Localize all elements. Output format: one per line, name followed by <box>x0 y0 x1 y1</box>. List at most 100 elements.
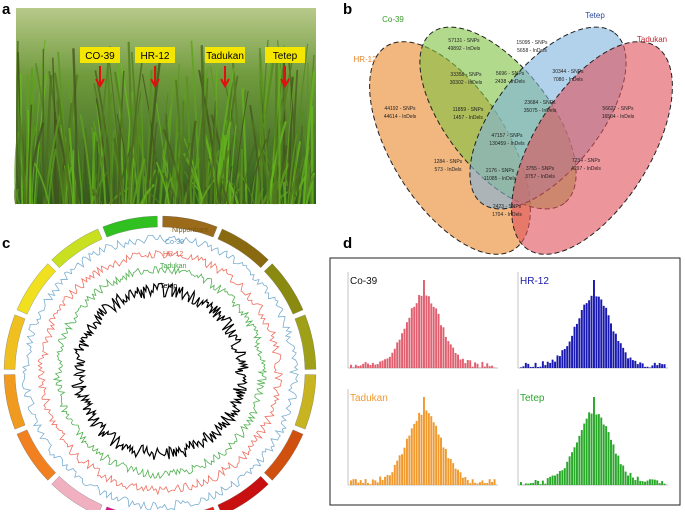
venn-region-text: 3757 - InDels <box>525 174 555 180</box>
histogram-bar <box>552 475 554 485</box>
histogram-bar <box>625 352 627 368</box>
histogram-bar <box>598 297 600 368</box>
venn-region-text: 47157 - SNPs <box>491 133 523 139</box>
histogram-bar <box>464 477 466 485</box>
histogram-bar <box>610 323 612 368</box>
histogram-bar <box>391 472 393 485</box>
histogram-bar <box>569 342 571 368</box>
histogram-bar <box>489 479 491 485</box>
track-label: HR-12 <box>163 251 183 258</box>
histogram-bar <box>554 362 556 368</box>
venn-region-text: 11085 - InDels <box>484 176 517 182</box>
histogram-bar <box>440 438 442 485</box>
histogram-bar <box>389 475 391 485</box>
histogram-bar <box>474 362 476 368</box>
histogram-title: Co-39 <box>350 276 378 287</box>
histogram-bar <box>406 322 408 368</box>
histogram-bar <box>416 421 418 485</box>
histogram-bar <box>617 341 619 368</box>
histogram-bar <box>595 296 597 368</box>
histogram-bar <box>489 366 491 368</box>
panel-label: d <box>343 235 352 252</box>
histogram-bar <box>654 480 656 485</box>
histogram-bar <box>632 360 634 368</box>
histogram-bar <box>520 482 522 485</box>
venn-region-text: 16504 - InDels <box>602 114 635 120</box>
histogram-bar <box>401 333 403 368</box>
histogram-bar <box>357 366 359 368</box>
histogram-bar <box>387 358 389 368</box>
histogram-bar <box>486 363 488 368</box>
histogram-bar <box>576 442 578 485</box>
histogram-bar <box>438 314 440 368</box>
histogram-bar <box>484 367 486 368</box>
histogram-bar <box>396 461 398 485</box>
histogram-bar <box>637 364 639 368</box>
histogram-bar <box>578 436 580 485</box>
histogram-bar <box>593 397 595 485</box>
histogram-bar <box>433 422 435 485</box>
histogram-bar <box>450 344 452 368</box>
histogram-bar <box>438 435 440 485</box>
histogram-bar <box>566 346 568 368</box>
histogram-bar <box>608 432 610 485</box>
histogram-bar <box>525 363 527 368</box>
histogram-bar <box>530 483 532 485</box>
histogram-bar <box>605 308 607 368</box>
histogram-bar <box>365 479 367 485</box>
histogram-bar <box>445 337 447 368</box>
histogram-bar <box>630 358 632 368</box>
venn-region-text: 1457 - InDels <box>453 115 483 121</box>
venn-region-text: 130459 - InDels <box>489 141 525 147</box>
histogram-bar <box>661 481 663 485</box>
histogram-bar <box>537 367 539 368</box>
histogram-bar <box>600 418 602 485</box>
histogram-title: Tetep <box>520 393 545 404</box>
histogram-bar <box>659 363 661 368</box>
histogram-bar <box>472 479 474 485</box>
venn-region-text: 23684 - SNPs <box>524 100 556 106</box>
histogram-bar <box>481 480 483 485</box>
histogram-bar <box>491 482 493 485</box>
histogram-bar <box>620 343 622 368</box>
histogram-bar <box>576 324 578 368</box>
histogram-bar <box>352 367 354 368</box>
venn-region-text: 56627 - SNPs <box>602 106 634 112</box>
histogram-bar <box>442 327 444 368</box>
histogram-bar <box>367 483 369 485</box>
histogram-bar <box>457 470 459 485</box>
histogram-bar <box>612 444 614 485</box>
chromosome-segment <box>52 476 103 510</box>
histogram-bar <box>574 447 576 485</box>
histogram-bar <box>603 306 605 368</box>
histogram-bar <box>416 303 418 368</box>
chromosome-segment <box>264 430 303 481</box>
chromosome-segment <box>218 229 269 268</box>
histogram-bar <box>591 414 593 485</box>
histogram-bar <box>542 361 544 368</box>
histogram-frame <box>330 258 680 505</box>
histogram-bar <box>539 484 541 485</box>
histogram-bar <box>484 483 486 485</box>
histogram-bar <box>447 458 449 485</box>
histogram-bar <box>382 361 384 368</box>
histogram-bar <box>527 484 529 485</box>
histogram-bar <box>406 439 408 485</box>
histogram-bar <box>547 362 549 368</box>
histogram-bar <box>625 472 627 485</box>
histogram-bar <box>486 483 488 485</box>
histogram-bar <box>603 425 605 485</box>
histogram-bar <box>394 349 396 368</box>
histogram-bar <box>642 363 644 368</box>
histogram-bar <box>494 479 496 485</box>
histogram-bar <box>547 478 549 485</box>
histogram-bar <box>532 367 534 368</box>
histogram-bar <box>384 477 386 485</box>
histogram-bar <box>574 327 576 368</box>
histogram-bar <box>651 365 653 368</box>
histogram-bar <box>382 480 384 485</box>
histogram-bar <box>481 362 483 368</box>
histogram-bar <box>418 413 420 485</box>
venn-region-text: 2423 - SNPs <box>493 204 522 210</box>
